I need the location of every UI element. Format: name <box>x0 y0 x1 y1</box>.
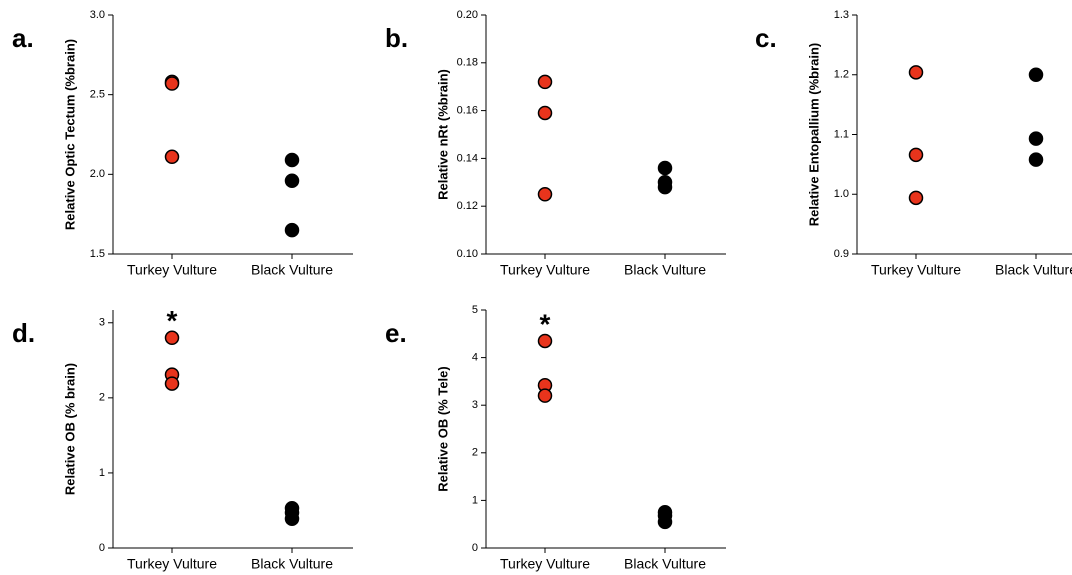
panel-label: d. <box>12 318 35 348</box>
y-tick-label: 2 <box>99 392 105 404</box>
y-tick-label: 1.5 <box>90 248 105 260</box>
data-point <box>657 514 673 530</box>
y-tick-label: 1.3 <box>834 9 849 21</box>
y-tick-label: 3 <box>472 399 478 411</box>
y-tick-label: 3.0 <box>90 9 105 21</box>
panel-label: b. <box>385 23 408 53</box>
y-axis-title: Relative OB (% Tele) <box>435 366 450 491</box>
y-tick-label: 1 <box>472 494 478 506</box>
data-point <box>284 173 300 188</box>
data-point <box>1028 67 1044 82</box>
y-tick-label: 5 <box>472 304 478 316</box>
data-point <box>1028 131 1044 146</box>
y-tick-label: 2 <box>472 447 478 459</box>
data-point <box>537 105 553 121</box>
y-tick-label: 3 <box>99 317 105 329</box>
panel-label: a. <box>12 23 34 53</box>
y-axis-title: Relative OB (% brain) <box>62 363 77 495</box>
data-point <box>164 149 180 165</box>
y-tick-label: 1.2 <box>834 69 849 81</box>
y-tick-label: 2.0 <box>90 168 105 180</box>
y-tick-label: 0 <box>99 542 105 554</box>
data-point <box>284 511 300 526</box>
y-tick-label: 0.14 <box>457 152 478 164</box>
data-point <box>537 74 553 90</box>
x-tick-label: Black Vulture <box>624 556 706 572</box>
data-point <box>1028 152 1044 167</box>
data-point <box>284 152 300 168</box>
y-tick-label: 4 <box>472 352 478 364</box>
y-tick-label: 0.18 <box>457 57 478 69</box>
data-point <box>908 190 924 206</box>
y-tick-label: 0.12 <box>457 200 478 212</box>
x-tick-label: Black Vulture <box>251 556 333 572</box>
significance-marker: * <box>540 308 551 339</box>
y-tick-label: 0.9 <box>834 248 849 260</box>
panel-label: e. <box>385 318 407 348</box>
data-point <box>537 333 553 349</box>
data-point <box>537 388 553 403</box>
y-tick-label: 0.16 <box>457 105 478 117</box>
y-tick-label: 2.5 <box>90 89 105 101</box>
significance-marker: * <box>167 305 178 336</box>
panel-label: c. <box>755 23 777 53</box>
data-point <box>164 376 180 391</box>
y-tick-label: 1 <box>99 467 105 479</box>
data-point <box>164 330 180 346</box>
x-tick-label: Turkey Vulture <box>127 262 217 278</box>
x-tick-label: Turkey Vulture <box>871 262 961 278</box>
data-point <box>908 147 924 163</box>
y-tick-label: 1.1 <box>834 128 849 140</box>
data-point <box>284 222 300 238</box>
data-point <box>657 160 673 176</box>
data-point <box>164 76 180 91</box>
y-tick-label: 1.0 <box>834 188 849 200</box>
x-tick-label: Black Vulture <box>624 262 706 278</box>
y-axis-title: Relative Entopallium (%brain) <box>806 43 821 226</box>
x-tick-label: Turkey Vulture <box>127 556 217 572</box>
y-tick-label: 0 <box>472 542 478 554</box>
x-tick-label: Black Vulture <box>995 262 1072 278</box>
y-tick-label: 0.20 <box>457 9 478 21</box>
data-point <box>537 187 553 202</box>
y-tick-label: 0.10 <box>457 248 478 260</box>
y-axis-title: Relative nRt (%brain) <box>435 69 450 200</box>
x-tick-label: Turkey Vulture <box>500 556 590 572</box>
y-axis-title: Relative Optic Tectum (%brain) <box>62 39 77 230</box>
data-point <box>908 65 924 80</box>
data-point <box>657 179 673 195</box>
x-tick-label: Turkey Vulture <box>500 262 590 278</box>
x-tick-label: Black Vulture <box>251 262 333 278</box>
